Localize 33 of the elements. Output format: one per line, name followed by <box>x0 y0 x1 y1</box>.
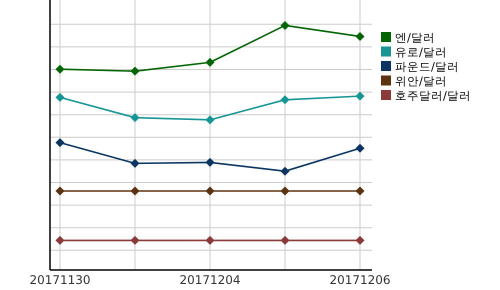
point <box>206 186 214 196</box>
point <box>280 186 290 196</box>
point <box>56 186 64 196</box>
point <box>206 158 214 167</box>
legend-label: 위안/달러 <box>395 74 447 88</box>
point <box>206 58 214 67</box>
point <box>280 166 290 176</box>
point <box>280 95 290 104</box>
point <box>280 236 290 245</box>
point <box>356 144 364 153</box>
point <box>356 92 364 101</box>
legend-label: 유로/달러 <box>395 45 447 59</box>
point <box>56 64 64 74</box>
point <box>130 113 140 122</box>
point <box>130 158 140 168</box>
x-tick-label: 20171130 <box>29 273 91 287</box>
point <box>356 236 364 245</box>
point <box>206 236 214 245</box>
point <box>56 92 64 102</box>
point <box>356 186 364 196</box>
point <box>130 66 140 76</box>
point <box>130 186 140 196</box>
legend-label: 엔/달러 <box>395 30 435 44</box>
point <box>206 115 214 124</box>
point <box>56 236 64 245</box>
point <box>356 32 364 41</box>
legend-label: 호주달러/달러 <box>395 88 471 102</box>
x-tick-label: 20171206 <box>329 273 391 287</box>
point <box>56 138 64 148</box>
point <box>130 236 140 245</box>
point <box>280 20 290 30</box>
legend-label: 파운드/달러 <box>395 60 459 74</box>
x-tick-label: 20171204 <box>179 273 241 287</box>
